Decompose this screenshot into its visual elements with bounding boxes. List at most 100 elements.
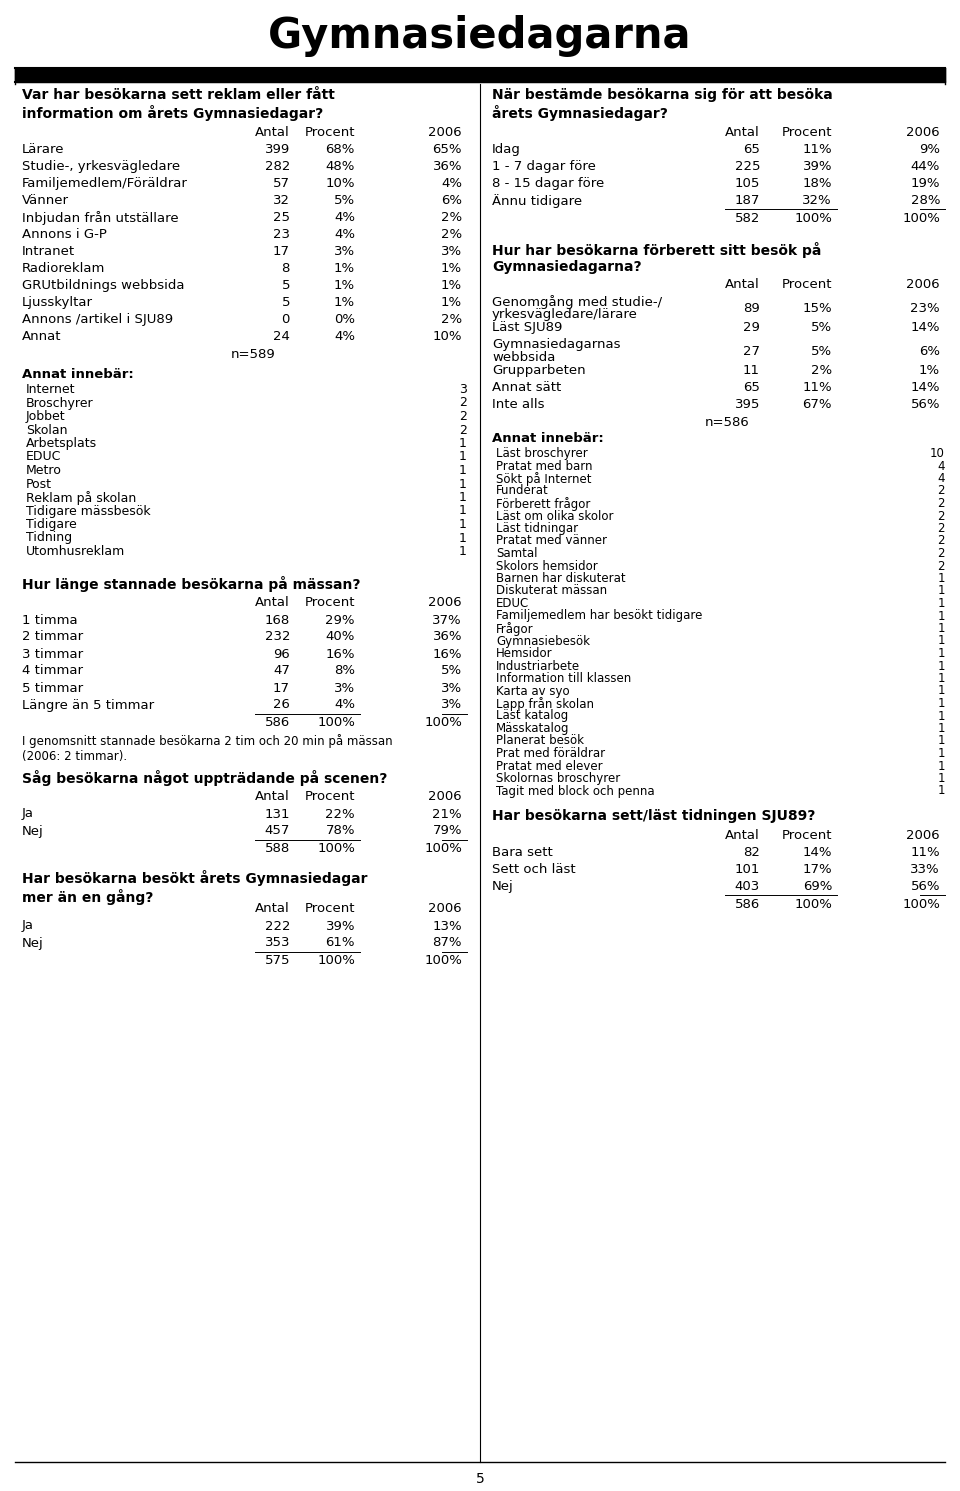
Text: 399: 399 — [265, 143, 290, 157]
Text: Metro: Metro — [26, 464, 61, 477]
Text: 2%: 2% — [441, 212, 462, 224]
Text: Familjemedlem har besökt tidigare: Familjemedlem har besökt tidigare — [496, 610, 703, 623]
Text: 17%: 17% — [803, 863, 832, 877]
Text: Gymnasiedagarna: Gymnasiedagarna — [268, 15, 692, 57]
Text: 3: 3 — [459, 383, 467, 397]
Text: Studie-, yrkesvägledare: Studie-, yrkesvägledare — [22, 160, 180, 173]
Text: Prat med föräldrar: Prat med föräldrar — [496, 747, 605, 760]
Text: 168: 168 — [265, 613, 290, 626]
Text: Ja: Ja — [22, 808, 34, 820]
Text: n=589: n=589 — [230, 347, 275, 361]
Text: Ljusskyltar: Ljusskyltar — [22, 297, 93, 309]
Text: n=586: n=586 — [706, 416, 750, 429]
Text: 19%: 19% — [910, 177, 940, 189]
Text: 48%: 48% — [325, 160, 355, 173]
Text: 586: 586 — [265, 717, 290, 729]
Text: Tidigare mässbesök: Tidigare mässbesök — [26, 504, 151, 517]
Text: 1%: 1% — [334, 279, 355, 292]
Text: 14%: 14% — [910, 321, 940, 334]
Text: Läst katalog: Läst katalog — [496, 710, 568, 723]
Text: 5 timmar: 5 timmar — [22, 681, 84, 695]
Text: 5: 5 — [475, 1472, 485, 1487]
Text: 21%: 21% — [432, 808, 462, 820]
Text: Läst SJU89: Läst SJU89 — [492, 321, 563, 334]
Text: 28%: 28% — [910, 194, 940, 207]
Text: Procent: Procent — [781, 127, 832, 139]
Text: 2: 2 — [459, 423, 467, 437]
Text: 26: 26 — [274, 698, 290, 711]
Text: Var har besökarna sett reklam eller fått
information om årets Gymnasiedagar?: Var har besökarna sett reklam eller fått… — [22, 88, 335, 121]
Text: 1%: 1% — [441, 279, 462, 292]
Text: 588: 588 — [265, 842, 290, 856]
Text: Hemsidor: Hemsidor — [496, 647, 553, 661]
Text: Annat sätt: Annat sätt — [492, 382, 562, 394]
Text: 39%: 39% — [325, 920, 355, 932]
Text: 1: 1 — [459, 477, 467, 491]
Text: Antal: Antal — [725, 277, 760, 291]
Text: Har besökarna sett/läst tidningen SJU89?: Har besökarna sett/läst tidningen SJU89? — [492, 810, 815, 823]
Text: 65: 65 — [743, 143, 760, 157]
Text: 56%: 56% — [910, 398, 940, 412]
Text: 17: 17 — [273, 245, 290, 258]
Text: 457: 457 — [265, 825, 290, 838]
Text: 225: 225 — [734, 160, 760, 173]
Text: Jobbet: Jobbet — [26, 410, 65, 423]
Text: 18%: 18% — [803, 177, 832, 189]
Text: 40%: 40% — [325, 631, 355, 644]
Text: 1: 1 — [938, 659, 945, 672]
Text: 65%: 65% — [433, 143, 462, 157]
Text: 1: 1 — [459, 491, 467, 504]
Text: 586: 586 — [734, 898, 760, 911]
Text: 87%: 87% — [433, 936, 462, 950]
Text: 14%: 14% — [910, 382, 940, 394]
Text: 0%: 0% — [334, 313, 355, 327]
Text: yrkesvägledare/lärare: yrkesvägledare/lärare — [492, 309, 637, 321]
Text: 2: 2 — [938, 534, 945, 547]
Text: Skolornas broschyrer: Skolornas broschyrer — [496, 772, 620, 784]
Text: 2: 2 — [459, 410, 467, 423]
Text: 1 timma: 1 timma — [22, 613, 78, 626]
Text: 3%: 3% — [334, 245, 355, 258]
Text: 2: 2 — [938, 485, 945, 498]
Text: 2006: 2006 — [906, 277, 940, 291]
Text: Hur har besökarna förberett sitt besök på
Gymnasiedagarna?: Hur har besökarna förberett sitt besök p… — [492, 242, 822, 274]
Text: Annat: Annat — [22, 330, 61, 343]
Text: 24: 24 — [274, 330, 290, 343]
Text: 36%: 36% — [433, 631, 462, 644]
Text: 69%: 69% — [803, 880, 832, 893]
Text: Utomhusreklam: Utomhusreklam — [26, 546, 125, 558]
Text: 3%: 3% — [441, 698, 462, 711]
Text: Antal: Antal — [255, 596, 290, 610]
Text: 2%: 2% — [441, 228, 462, 242]
Text: Internet: Internet — [26, 383, 76, 397]
Text: Antal: Antal — [725, 127, 760, 139]
Text: 5%: 5% — [811, 344, 832, 358]
Text: Annons /artikel i SJU89: Annons /artikel i SJU89 — [22, 313, 173, 327]
Text: 1: 1 — [938, 584, 945, 598]
Text: 5: 5 — [281, 279, 290, 292]
Text: Förberett frågor: Förberett frågor — [496, 497, 590, 511]
Text: 2006: 2006 — [428, 790, 462, 804]
Text: 33%: 33% — [910, 863, 940, 877]
Text: 4%: 4% — [441, 177, 462, 189]
Text: 105: 105 — [734, 177, 760, 189]
Text: Funderat: Funderat — [496, 485, 549, 498]
Text: Ja: Ja — [22, 920, 34, 932]
Text: 3%: 3% — [441, 245, 462, 258]
Text: Familjemedlem/Föräldrar: Familjemedlem/Föräldrar — [22, 177, 188, 189]
Text: Diskuterat mässan: Diskuterat mässan — [496, 584, 607, 598]
Text: 100%: 100% — [902, 212, 940, 225]
Text: Läst om olika skolor: Läst om olika skolor — [496, 510, 613, 522]
Text: Tagit med block och penna: Tagit med block och penna — [496, 784, 655, 798]
Text: Har besökarna besökt årets Gymnasiedagar
mer än en gång?: Har besökarna besökt årets Gymnasiedagar… — [22, 871, 368, 905]
Text: 2006: 2006 — [428, 127, 462, 139]
Text: 1: 1 — [938, 684, 945, 698]
Text: 131: 131 — [265, 808, 290, 820]
Text: Samtal: Samtal — [496, 547, 538, 561]
Text: Annat innebär:: Annat innebär: — [22, 368, 133, 382]
Text: Antal: Antal — [255, 790, 290, 804]
Text: 1: 1 — [459, 517, 467, 531]
Text: Barnen har diskuterat: Barnen har diskuterat — [496, 573, 626, 584]
Text: Inbjudan från utställare: Inbjudan från utställare — [22, 212, 179, 225]
Text: Industriarbete: Industriarbete — [496, 659, 580, 672]
